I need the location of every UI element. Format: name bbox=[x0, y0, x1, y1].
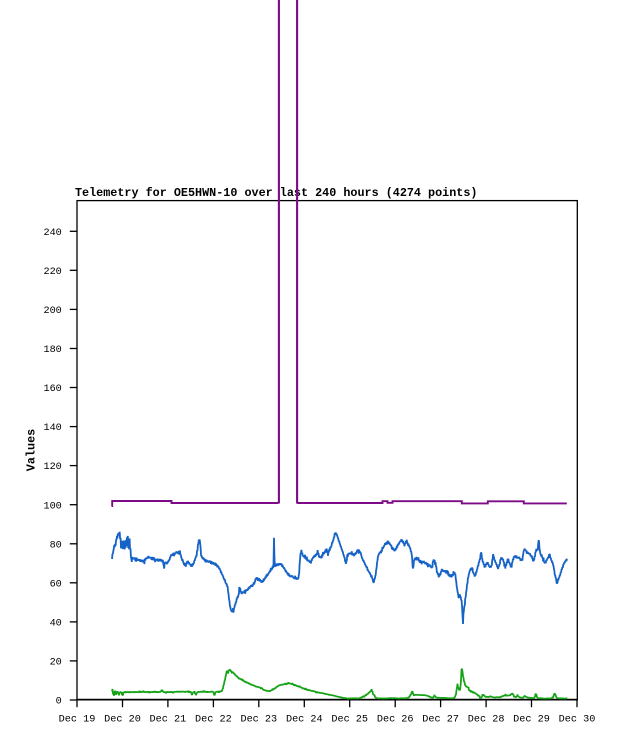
svg-text:240: 240 bbox=[43, 228, 61, 239]
svg-text:140: 140 bbox=[43, 423, 61, 434]
svg-text:Telemetry for OE5HWN-10 over l: Telemetry for OE5HWN-10 over last 240 ho… bbox=[75, 186, 478, 200]
svg-text:160: 160 bbox=[43, 384, 61, 395]
svg-text:100: 100 bbox=[43, 501, 61, 512]
svg-text:Dec 24: Dec 24 bbox=[286, 715, 323, 726]
svg-text:Dec 23: Dec 23 bbox=[240, 715, 277, 726]
svg-text:Values: Values bbox=[25, 429, 39, 471]
svg-text:Dec 20: Dec 20 bbox=[104, 715, 141, 726]
svg-text:80: 80 bbox=[50, 540, 62, 551]
svg-text:0: 0 bbox=[56, 697, 62, 708]
svg-text:200: 200 bbox=[43, 306, 61, 317]
svg-text:Dec 30: Dec 30 bbox=[559, 715, 596, 726]
svg-text:120: 120 bbox=[43, 462, 61, 473]
svg-text:180: 180 bbox=[43, 345, 61, 356]
svg-text:Dec 28: Dec 28 bbox=[468, 715, 505, 726]
svg-text:220: 220 bbox=[43, 267, 61, 278]
svg-text:Dec 29: Dec 29 bbox=[513, 715, 550, 726]
svg-text:40: 40 bbox=[50, 619, 62, 630]
svg-text:Dec 27: Dec 27 bbox=[422, 715, 459, 726]
svg-text:Dec 19: Dec 19 bbox=[59, 715, 96, 726]
svg-text:Dec 25: Dec 25 bbox=[331, 715, 368, 726]
svg-text:Dec 22: Dec 22 bbox=[195, 715, 232, 726]
svg-text:Dec 21: Dec 21 bbox=[150, 715, 187, 726]
svg-text:60: 60 bbox=[50, 579, 62, 590]
svg-text:20: 20 bbox=[50, 658, 62, 669]
svg-text:Dec 26: Dec 26 bbox=[377, 715, 414, 726]
